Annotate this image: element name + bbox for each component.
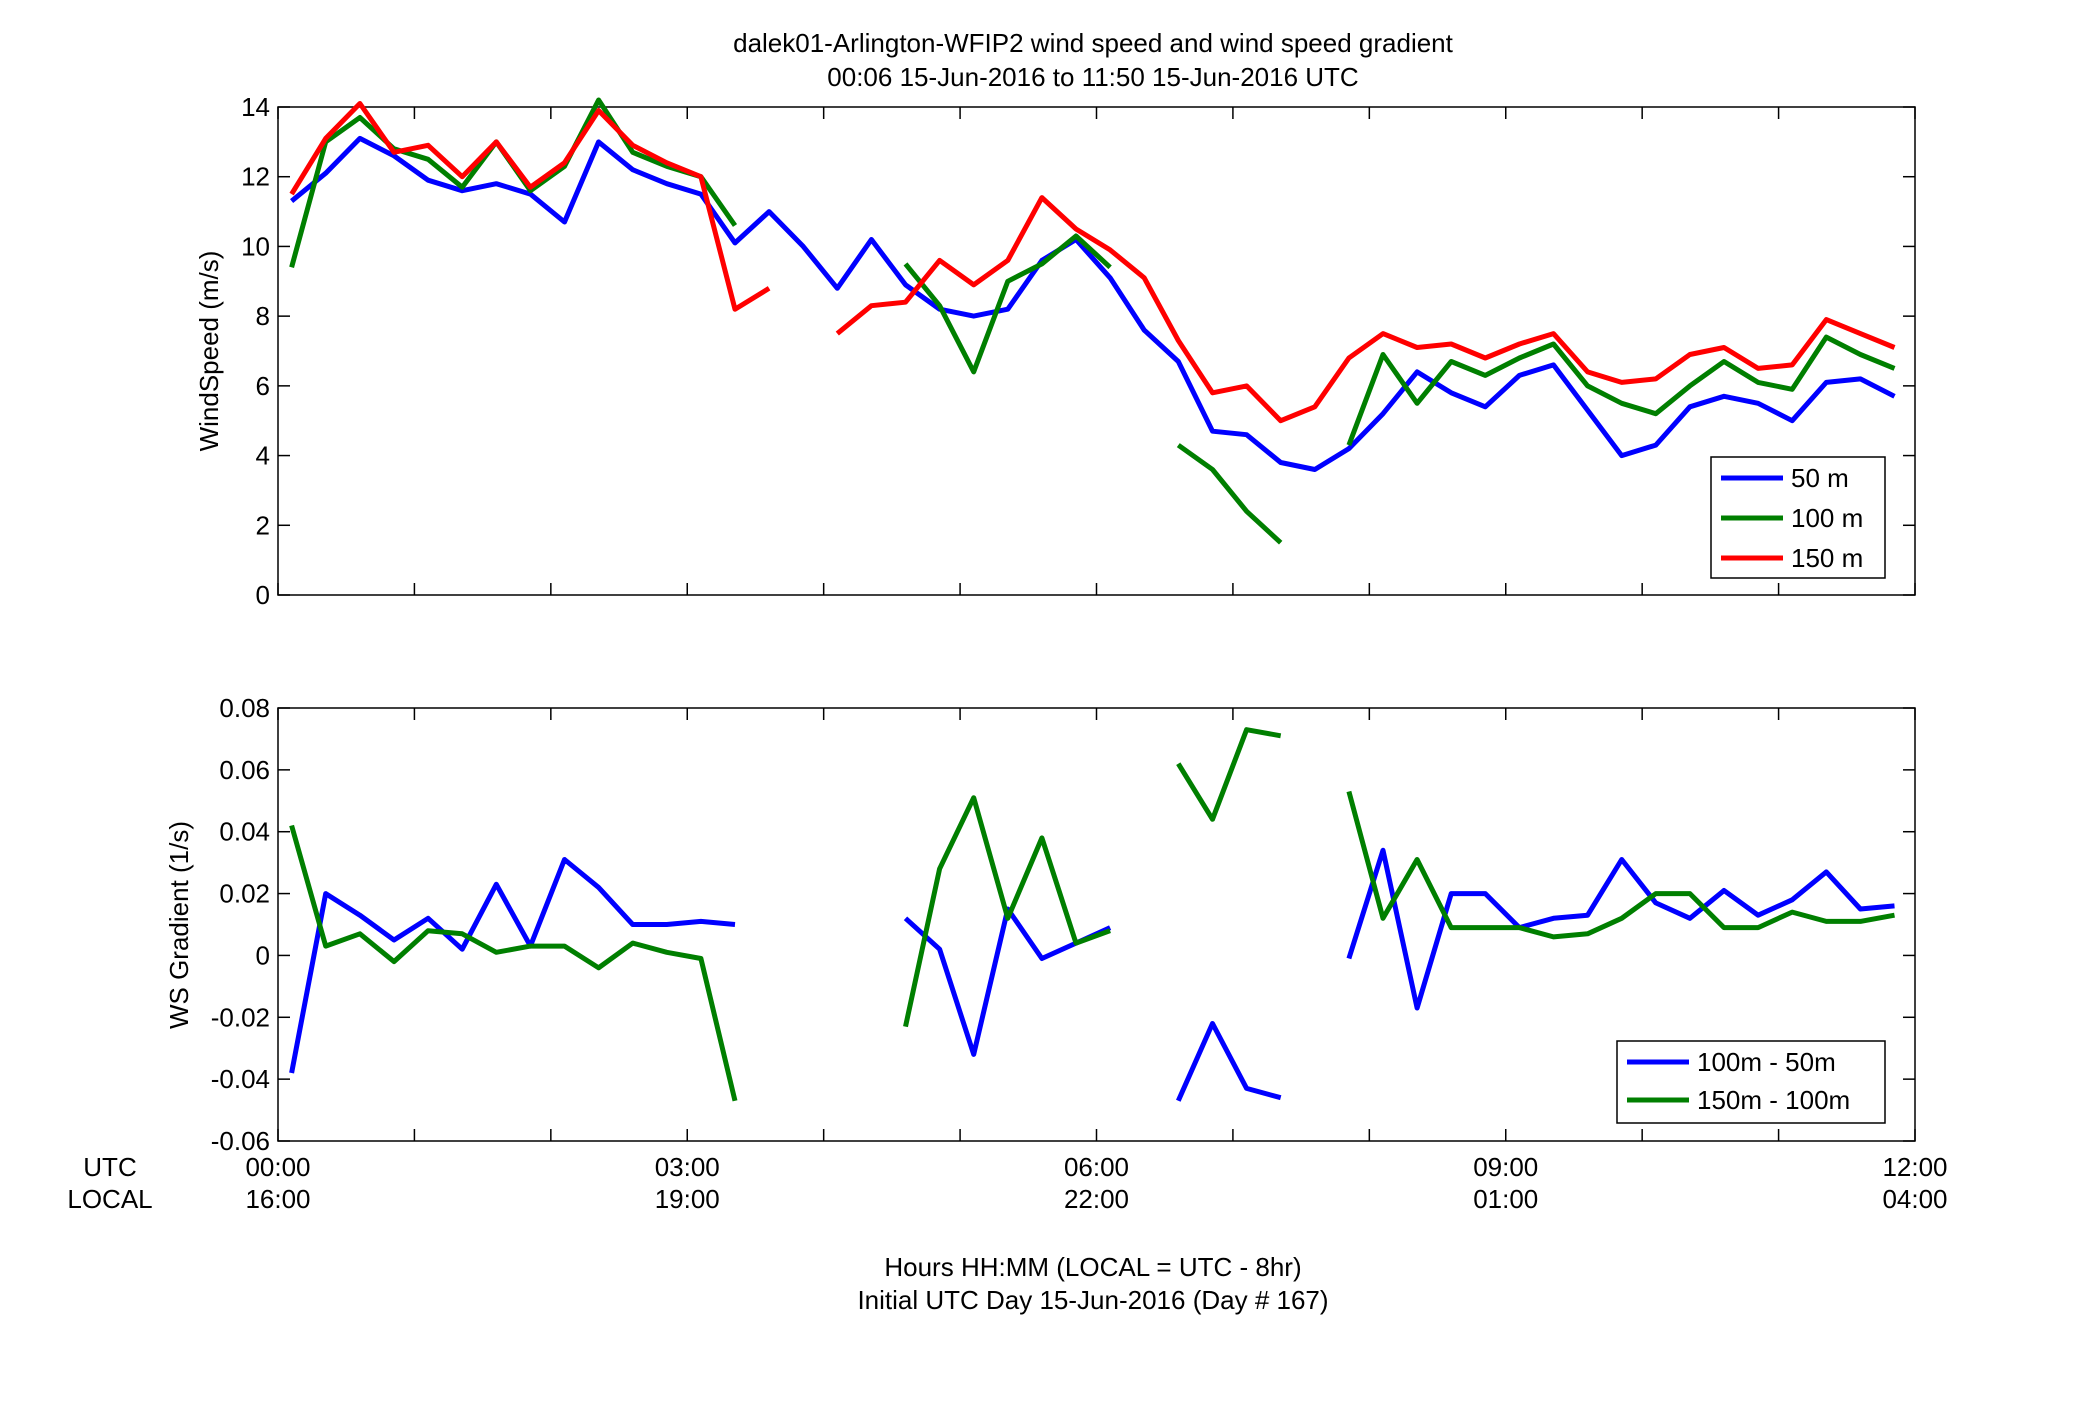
wind-speed-y-tick-label: 10 bbox=[241, 231, 270, 261]
wind-speed-y-tick-label: 12 bbox=[241, 162, 270, 192]
gradient-panel: -0.06 -0.04 -0.02 0 0.02 0.04 0.06 0.08 WS Grad… bbox=[164, 693, 1916, 1156]
chart-title-line1: dalek01-Arlington-WFIP2 wind speed and w… bbox=[733, 28, 1454, 58]
wind-speed-series-50-m-line bbox=[290, 135, 1896, 472]
gradient-legend: 100m - 50m 150m - 100m bbox=[1616, 1040, 1886, 1124]
wind-speed-legend-label: 150 m bbox=[1791, 543, 1863, 573]
gradient-y-tick-label: 0.06 bbox=[219, 755, 270, 785]
utc-tick-label: 09:00 bbox=[1473, 1152, 1538, 1182]
gradient-y-ticks: -0.06 -0.04 -0.02 0 0.02 0.04 0.06 0.08 bbox=[211, 693, 1915, 1156]
local-row-label: LOCAL bbox=[67, 1184, 152, 1214]
wind-speed-y-tick-label: 14 bbox=[241, 92, 270, 122]
chart-title-line2: 00:06 15-Jun-2016 to 11:50 15-Jun-2016 U… bbox=[827, 62, 1358, 92]
gradient-y-tick-label: 0 bbox=[256, 940, 270, 970]
wind-speed-y-tick-label: 4 bbox=[256, 441, 270, 471]
footer-line1: Hours HH:MM (LOCAL = UTC - 8hr) bbox=[884, 1252, 1301, 1282]
utc-tick-label: 03:00 bbox=[655, 1152, 720, 1182]
gradient-legend-label: 150m - 100m bbox=[1697, 1085, 1850, 1115]
wind-speed-x-ticks bbox=[277, 107, 1916, 595]
gradient-lines bbox=[289, 727, 1895, 1102]
local-tick-label: 19:00 bbox=[655, 1184, 720, 1214]
gradient-legend-box bbox=[1616, 1040, 1886, 1124]
wind-speed-y-tick-label: 8 bbox=[256, 301, 270, 331]
wind-speed-plot-area bbox=[277, 106, 1916, 596]
wind-speed-panel: 0 2 4 6 8 10 12 14 WindSpeed (m/s) 50 m 100 m 150… bbox=[194, 92, 1916, 610]
utc-tick-label: 12:00 bbox=[1882, 1152, 1947, 1182]
utc-row-label: UTC bbox=[83, 1152, 136, 1182]
wind-speed-y-ticks: 0 2 4 6 8 10 12 14 bbox=[241, 92, 1915, 610]
wind-speed-lines bbox=[289, 97, 1896, 545]
wind-speed-y-tick-label: 2 bbox=[256, 510, 270, 540]
utc-tick-label: 06:00 bbox=[1064, 1152, 1129, 1182]
gradient-y-tick-label: 0.02 bbox=[219, 879, 270, 909]
local-tick-label: 16:00 bbox=[245, 1184, 310, 1214]
local-tick-label: 04:00 bbox=[1882, 1184, 1947, 1214]
utc-tick-label: 00:00 bbox=[245, 1152, 310, 1182]
gradient-x-ticks bbox=[277, 708, 1916, 1141]
wind-speed-y-axis-label: WindSpeed (m/s) bbox=[194, 251, 224, 452]
gradient-y-tick-label: 0.04 bbox=[219, 817, 270, 847]
wind-speed-legend-label: 50 m bbox=[1791, 463, 1849, 493]
wind-speed-legend-label: 100 m bbox=[1791, 503, 1863, 533]
local-tick-label: 01:00 bbox=[1473, 1184, 1538, 1214]
gradient-y-tick-label: -0.02 bbox=[211, 1002, 270, 1032]
gradient-y-tick-label: -0.06 bbox=[211, 1126, 270, 1156]
wind-speed-y-tick-label: 6 bbox=[256, 371, 270, 401]
footer-line2: Initial UTC Day 15-Jun-2016 (Day # 167) bbox=[857, 1285, 1328, 1315]
gradient-y-tick-label: 0.08 bbox=[219, 693, 270, 723]
local-tick-label: 22:00 bbox=[1064, 1184, 1129, 1214]
gradient-y-tick-label: -0.04 bbox=[211, 1064, 270, 1094]
gradient-legend-label: 100m - 50m bbox=[1697, 1047, 1836, 1077]
wind-speed-y-tick-label: 0 bbox=[256, 580, 270, 610]
wind-speed-legend: 50 m 100 m 150 m bbox=[1710, 456, 1886, 579]
gradient-y-axis-label: WS Gradient (1/s) bbox=[164, 821, 194, 1029]
